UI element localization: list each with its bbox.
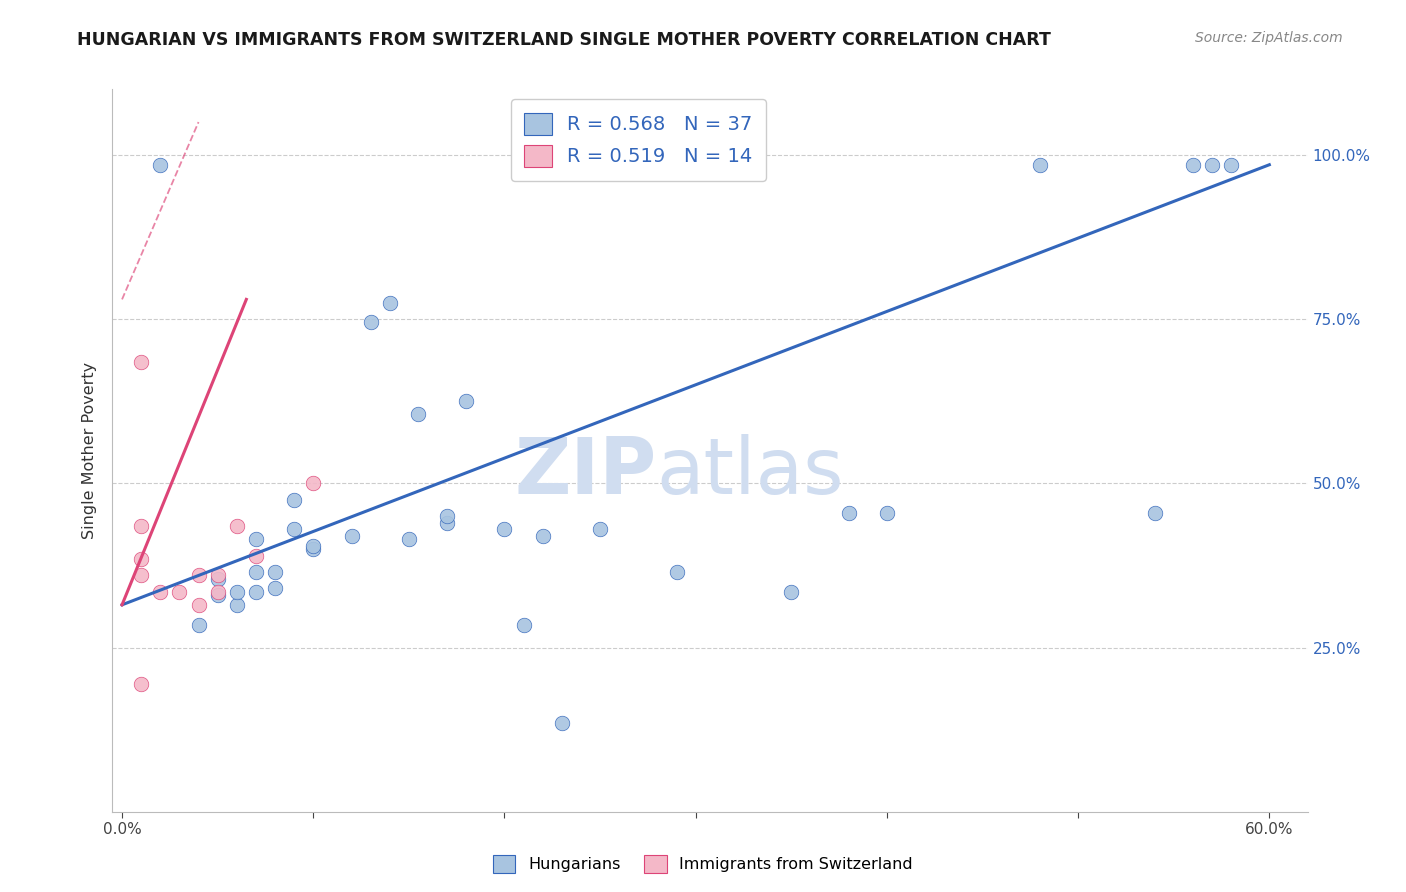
Point [225, 584, 247, 599]
Y-axis label: Single Mother Poverty: Single Mother Poverty [82, 362, 97, 539]
Legend: Hungarians, Immigrants from Switzerland: Hungarians, Immigrants from Switzerland [486, 848, 920, 880]
Point [512, 617, 534, 632]
Point [378, 295, 401, 310]
Point [245, 549, 267, 563]
Point [1181, 158, 1204, 172]
Point [589, 522, 612, 536]
Point [456, 394, 478, 409]
Point [129, 676, 152, 690]
Point [302, 539, 325, 553]
Point [551, 716, 574, 731]
Point [302, 541, 325, 556]
Point [169, 584, 191, 599]
Point [436, 509, 458, 524]
Point [494, 522, 516, 536]
Point [245, 584, 267, 599]
Point [245, 532, 267, 546]
Point [838, 506, 860, 520]
Point [665, 565, 688, 579]
Text: Source: ZipAtlas.com: Source: ZipAtlas.com [1195, 31, 1343, 45]
Point [283, 492, 305, 507]
Point [149, 158, 172, 172]
Point [207, 588, 229, 602]
Point [264, 565, 287, 579]
Point [1029, 158, 1052, 172]
Point [207, 568, 229, 582]
Point [1201, 158, 1223, 172]
Point [1143, 506, 1166, 520]
Point [780, 584, 803, 599]
Point [129, 519, 152, 533]
Point [245, 565, 267, 579]
Point [1220, 158, 1243, 172]
Point [398, 532, 420, 546]
Point [129, 551, 152, 566]
Point [225, 598, 247, 612]
Point [187, 598, 209, 612]
Point [187, 568, 209, 582]
Legend: R = 0.568   N = 37, R = 0.519   N = 14: R = 0.568 N = 37, R = 0.519 N = 14 [510, 99, 766, 181]
Point [302, 476, 325, 491]
Point [283, 522, 305, 536]
Text: ZIP: ZIP [515, 434, 657, 510]
Point [129, 568, 152, 582]
Text: HUNGARIAN VS IMMIGRANTS FROM SWITZERLAND SINGLE MOTHER POVERTY CORRELATION CHART: HUNGARIAN VS IMMIGRANTS FROM SWITZERLAND… [77, 31, 1052, 49]
Point [340, 529, 363, 543]
Text: atlas: atlas [657, 434, 844, 510]
Point [207, 572, 229, 586]
Point [531, 529, 554, 543]
Point [207, 584, 229, 599]
Point [436, 516, 458, 530]
Point [408, 407, 430, 422]
Point [360, 315, 382, 329]
Point [129, 355, 152, 369]
Point [264, 582, 287, 596]
Point [225, 519, 247, 533]
Point [876, 506, 898, 520]
Point [149, 584, 172, 599]
Point [187, 617, 209, 632]
